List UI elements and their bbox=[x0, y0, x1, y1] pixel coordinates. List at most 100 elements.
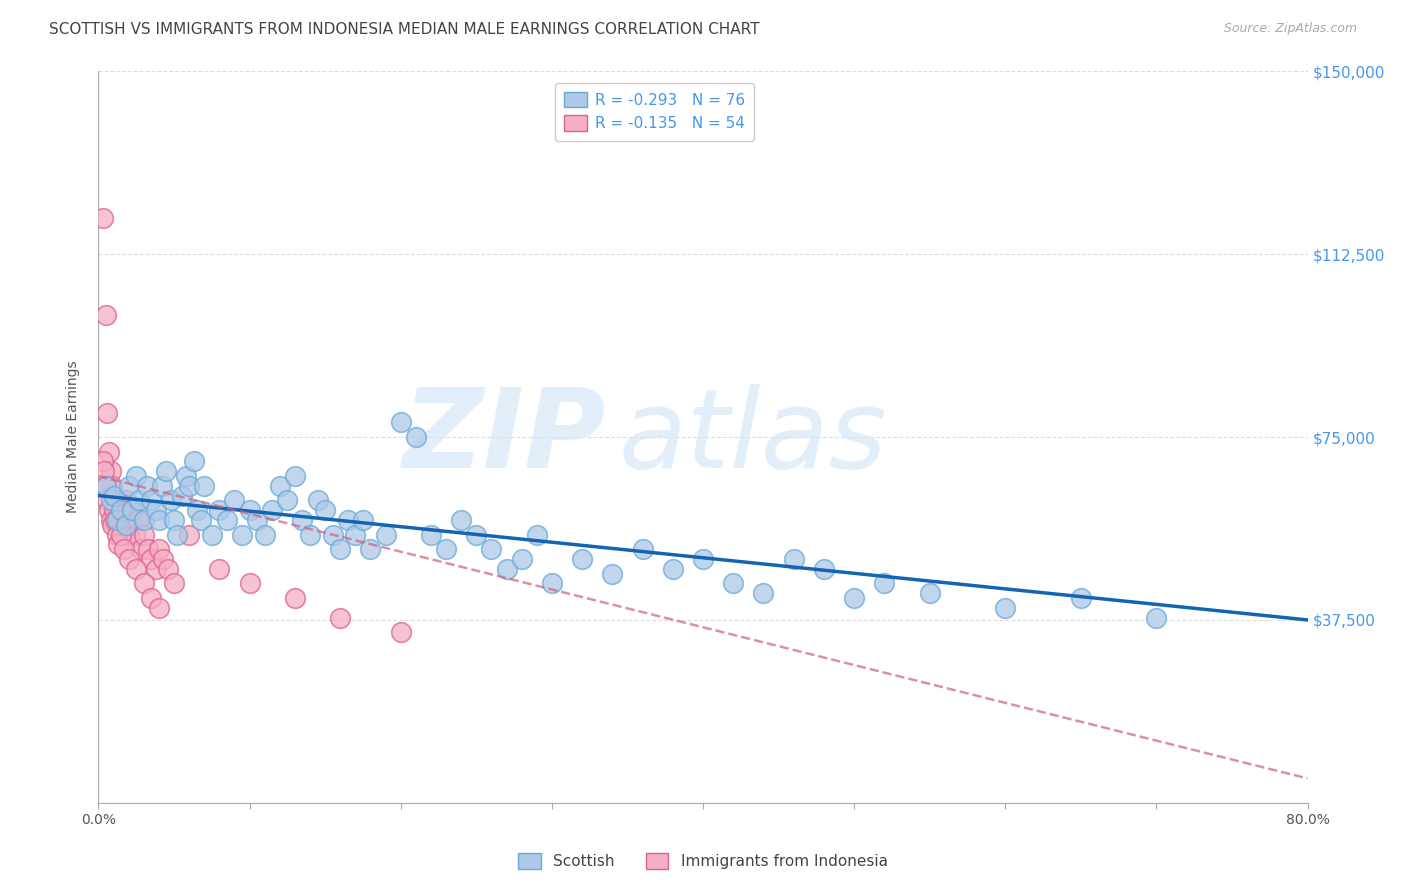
Scottish bbox=[215, 513, 238, 527]
Immigrants from Indonesia bbox=[129, 542, 152, 557]
Immigrants from Indonesia bbox=[145, 562, 167, 576]
Scottish bbox=[276, 493, 298, 508]
Immigrants from Indonesia bbox=[132, 576, 155, 591]
Immigrants from Indonesia bbox=[104, 503, 127, 517]
Immigrants from Indonesia bbox=[108, 513, 131, 527]
Immigrants from Indonesia bbox=[104, 513, 127, 527]
Scottish bbox=[571, 552, 593, 566]
Immigrants from Indonesia bbox=[120, 503, 142, 517]
Scottish bbox=[105, 513, 128, 527]
Scottish bbox=[465, 527, 488, 541]
Scottish bbox=[150, 479, 173, 493]
Immigrants from Indonesia bbox=[105, 513, 128, 527]
Immigrants from Indonesia bbox=[114, 493, 136, 508]
Scottish bbox=[873, 576, 896, 591]
Scottish bbox=[1070, 591, 1092, 605]
Immigrants from Indonesia bbox=[208, 562, 231, 576]
Scottish bbox=[174, 469, 197, 483]
Immigrants from Indonesia bbox=[389, 625, 412, 640]
Scottish bbox=[352, 513, 374, 527]
Scottish bbox=[692, 552, 714, 566]
Immigrants from Indonesia bbox=[103, 503, 125, 517]
Scottish bbox=[307, 493, 329, 508]
Scottish bbox=[450, 513, 472, 527]
Scottish bbox=[193, 479, 215, 493]
Scottish bbox=[163, 513, 186, 527]
Scottish bbox=[526, 527, 548, 541]
Immigrants from Indonesia bbox=[148, 600, 170, 615]
Scottish bbox=[322, 527, 344, 541]
Scottish bbox=[155, 464, 177, 478]
Scottish bbox=[239, 503, 262, 517]
Scottish bbox=[1144, 610, 1167, 624]
Immigrants from Indonesia bbox=[91, 211, 114, 225]
Text: ZIP: ZIP bbox=[402, 384, 606, 491]
Immigrants from Indonesia bbox=[112, 517, 135, 532]
Immigrants from Indonesia bbox=[118, 527, 141, 541]
Scottish bbox=[103, 489, 125, 503]
Scottish bbox=[160, 493, 183, 508]
Immigrants from Indonesia bbox=[98, 444, 121, 458]
Immigrants from Indonesia bbox=[329, 610, 352, 624]
Immigrants from Indonesia bbox=[101, 517, 124, 532]
Immigrants from Indonesia bbox=[125, 562, 148, 576]
Scottish bbox=[481, 542, 503, 557]
Scottish bbox=[190, 513, 212, 527]
Scottish bbox=[121, 503, 143, 517]
Immigrants from Indonesia bbox=[152, 552, 174, 566]
Scottish bbox=[374, 527, 396, 541]
Scottish bbox=[434, 542, 457, 557]
Scottish bbox=[183, 454, 205, 468]
Scottish bbox=[224, 493, 246, 508]
Scottish bbox=[253, 527, 276, 541]
Scottish bbox=[723, 576, 745, 591]
Scottish bbox=[246, 513, 269, 527]
Immigrants from Indonesia bbox=[107, 537, 129, 551]
Scottish bbox=[661, 562, 683, 576]
Scottish bbox=[141, 493, 163, 508]
Scottish bbox=[170, 489, 193, 503]
Immigrants from Indonesia bbox=[163, 576, 186, 591]
Immigrants from Indonesia bbox=[141, 552, 163, 566]
Scottish bbox=[118, 479, 141, 493]
Scottish bbox=[314, 503, 336, 517]
Scottish bbox=[114, 517, 136, 532]
Scottish bbox=[166, 527, 188, 541]
Immigrants from Indonesia bbox=[132, 527, 155, 541]
Scottish bbox=[94, 479, 117, 493]
Immigrants from Indonesia bbox=[93, 464, 115, 478]
Scottish bbox=[631, 542, 654, 557]
Scottish bbox=[148, 513, 170, 527]
Scottish bbox=[208, 503, 231, 517]
Immigrants from Indonesia bbox=[127, 513, 149, 527]
Immigrants from Indonesia bbox=[110, 527, 132, 541]
Scottish bbox=[269, 479, 291, 493]
Immigrants from Indonesia bbox=[141, 591, 163, 605]
Immigrants from Indonesia bbox=[107, 493, 129, 508]
Immigrants from Indonesia bbox=[100, 464, 122, 478]
Scottish bbox=[844, 591, 866, 605]
Scottish bbox=[291, 513, 314, 527]
Scottish bbox=[262, 503, 284, 517]
Immigrants from Indonesia bbox=[101, 479, 124, 493]
Scottish bbox=[389, 416, 412, 430]
Immigrants from Indonesia bbox=[124, 527, 146, 541]
Scottish bbox=[336, 513, 359, 527]
Immigrants from Indonesia bbox=[111, 503, 134, 517]
Immigrants from Indonesia bbox=[110, 527, 132, 541]
Immigrants from Indonesia bbox=[96, 406, 118, 420]
Immigrants from Indonesia bbox=[136, 542, 159, 557]
Immigrants from Indonesia bbox=[179, 527, 201, 541]
Scottish bbox=[994, 600, 1017, 615]
Immigrants from Indonesia bbox=[98, 503, 121, 517]
Scottish bbox=[344, 527, 367, 541]
Legend: Scottish, Immigrants from Indonesia: Scottish, Immigrants from Indonesia bbox=[512, 847, 894, 875]
Immigrants from Indonesia bbox=[96, 493, 118, 508]
Text: SCOTTISH VS IMMIGRANTS FROM INDONESIA MEDIAN MALE EARNINGS CORRELATION CHART: SCOTTISH VS IMMIGRANTS FROM INDONESIA ME… bbox=[49, 22, 759, 37]
Scottish bbox=[186, 503, 208, 517]
Scottish bbox=[201, 527, 224, 541]
Scottish bbox=[299, 527, 322, 541]
Immigrants from Indonesia bbox=[121, 517, 143, 532]
Text: Source: ZipAtlas.com: Source: ZipAtlas.com bbox=[1223, 22, 1357, 36]
Scottish bbox=[100, 493, 122, 508]
